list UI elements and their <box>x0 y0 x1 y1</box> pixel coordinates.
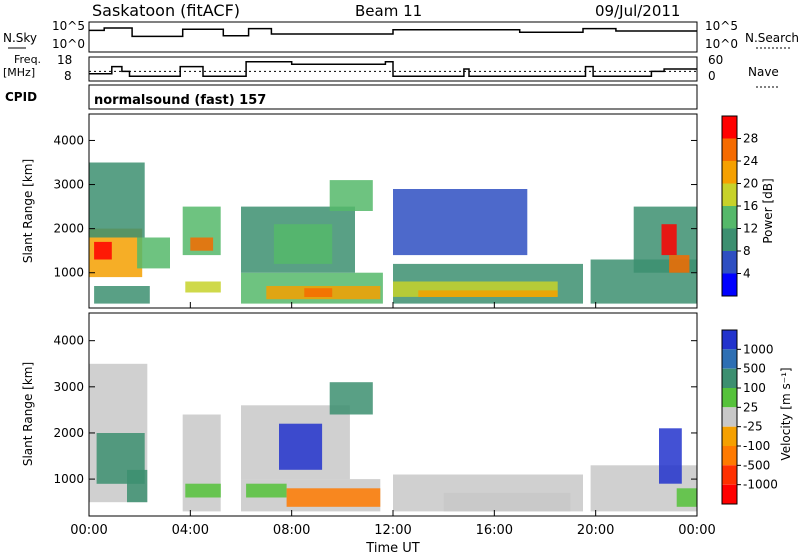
colorbar-tick-label: -100 <box>743 439 770 453</box>
velocity-colorbar-label: Velocity [m s⁻¹] <box>779 367 793 460</box>
xtick-label: 20:00 <box>577 523 614 538</box>
colorbar-swatch <box>722 138 737 161</box>
cpid-panel-frame <box>88 84 698 110</box>
scatter-block <box>329 382 373 415</box>
scatter-block <box>279 423 323 470</box>
colorbar-tick-label: 1000 <box>743 342 774 356</box>
noise-left-0: 10^0 <box>52 37 85 51</box>
colorbar-swatch <box>722 251 737 274</box>
colorbar-frame <box>721 329 738 505</box>
colorbar-swatch <box>722 368 737 388</box>
noise-line <box>89 27 697 38</box>
xtick-label: 00:00 <box>70 523 107 538</box>
colorbar-tick-label: 25 <box>743 400 758 414</box>
scatter-block <box>137 237 170 269</box>
colorbar-swatch <box>722 426 737 446</box>
ytick-label: 3000 <box>53 380 84 394</box>
scatter-block <box>659 428 682 484</box>
scatter-block <box>185 281 221 293</box>
colorbar-swatch <box>722 116 737 139</box>
scatter-block <box>418 290 558 297</box>
ytick-label: 1000 <box>53 266 84 280</box>
colorbar-tick-label: 12 <box>743 222 758 236</box>
colorbar-tick-label: 500 <box>743 362 766 376</box>
colorbar-swatch <box>722 484 737 504</box>
ytick-label: 4000 <box>53 133 84 147</box>
power-ylabel: Slant Range [km] <box>21 159 35 263</box>
scatter-block <box>329 180 373 211</box>
scatter-block <box>185 483 221 498</box>
scatter-block <box>89 162 145 238</box>
xtick-label: 04:00 <box>172 523 209 538</box>
colorbar-swatch <box>722 273 737 296</box>
scatter-block <box>246 483 287 498</box>
colorbar-tick-label: 8 <box>743 244 751 258</box>
colorbar-swatch <box>722 183 737 206</box>
freq-line <box>89 61 697 77</box>
colorbar-swatch <box>722 349 737 369</box>
xtick-label: 12:00 <box>374 523 411 538</box>
scatter-block <box>676 488 697 507</box>
colorbar-swatch <box>722 228 737 251</box>
scatter-block <box>286 488 381 507</box>
nave-60: 60 <box>708 53 723 67</box>
colorbar-tick-label: -25 <box>743 420 763 434</box>
scatter-block <box>273 224 333 264</box>
colorbar-tick-label: 24 <box>743 154 758 168</box>
scatter-block <box>94 286 150 304</box>
ytick-label: 4000 <box>53 334 84 348</box>
colorbar-tick-label: 4 <box>743 267 751 281</box>
velocity-ylabel: Slant Range [km] <box>21 362 35 466</box>
xtick-label: 16:00 <box>476 523 513 538</box>
date-title: 09/Jul/2011 <box>595 2 680 20</box>
colorbar-tick-label: 28 <box>743 132 758 146</box>
xtick-label: 08:00 <box>273 523 310 538</box>
colorbar-swatch <box>722 407 737 427</box>
noise-panel-frame <box>88 21 698 53</box>
colorbar-tick-label: 16 <box>743 199 758 213</box>
scatter-block <box>304 288 333 297</box>
nsky-label: N.Sky <box>3 31 37 45</box>
ytick-label: 1000 <box>53 472 84 486</box>
colorbar-swatch <box>722 330 737 350</box>
colorbar-swatch <box>722 206 737 229</box>
cpid-text: normalsound (fast) 157 <box>94 93 266 108</box>
beam-title: Beam 11 <box>355 2 422 20</box>
cpid-label: CPID <box>5 90 37 104</box>
colorbar-swatch <box>722 446 737 466</box>
freq-unit: [MHz] <box>3 66 35 79</box>
colorbar-swatch <box>722 465 737 485</box>
ytick-label: 3000 <box>53 178 84 192</box>
colorbar-tick-label: -1000 <box>743 478 778 492</box>
freq-8: 8 <box>64 69 72 83</box>
colorbar-tick-label: 20 <box>743 177 758 191</box>
colorbar-swatch <box>722 388 737 408</box>
colorbar-tick-label: 100 <box>743 381 766 395</box>
noise-right-0: 10^0 <box>705 37 738 51</box>
noise-left-5: 10^5 <box>52 19 85 33</box>
scatter-block <box>127 469 148 503</box>
xtick-label: 00:00 <box>678 523 715 538</box>
scatter-block <box>661 224 677 256</box>
scatter-block <box>443 492 571 512</box>
station-title: Saskatoon (fitACF) <box>92 1 240 20</box>
colorbar-swatch <box>722 161 737 184</box>
power-colorbar-label: Power [dB] <box>761 178 775 243</box>
scatter-block <box>393 189 528 256</box>
freq-18: 18 <box>57 53 72 67</box>
nave-0: 0 <box>708 69 716 83</box>
scatter-block <box>94 241 112 260</box>
colorbar-tick-label: -500 <box>743 458 770 472</box>
scatter-block <box>669 255 690 273</box>
ytick-label: 2000 <box>53 222 84 236</box>
nave-label: Nave <box>748 65 779 79</box>
nsearch-label: N.Search <box>745 31 799 45</box>
freq-label: Freq. <box>14 53 41 66</box>
noise-right-5: 10^5 <box>705 19 738 33</box>
time-xlabel: Time UT <box>365 541 419 554</box>
ytick-label: 2000 <box>53 426 84 440</box>
scatter-block <box>190 237 214 251</box>
